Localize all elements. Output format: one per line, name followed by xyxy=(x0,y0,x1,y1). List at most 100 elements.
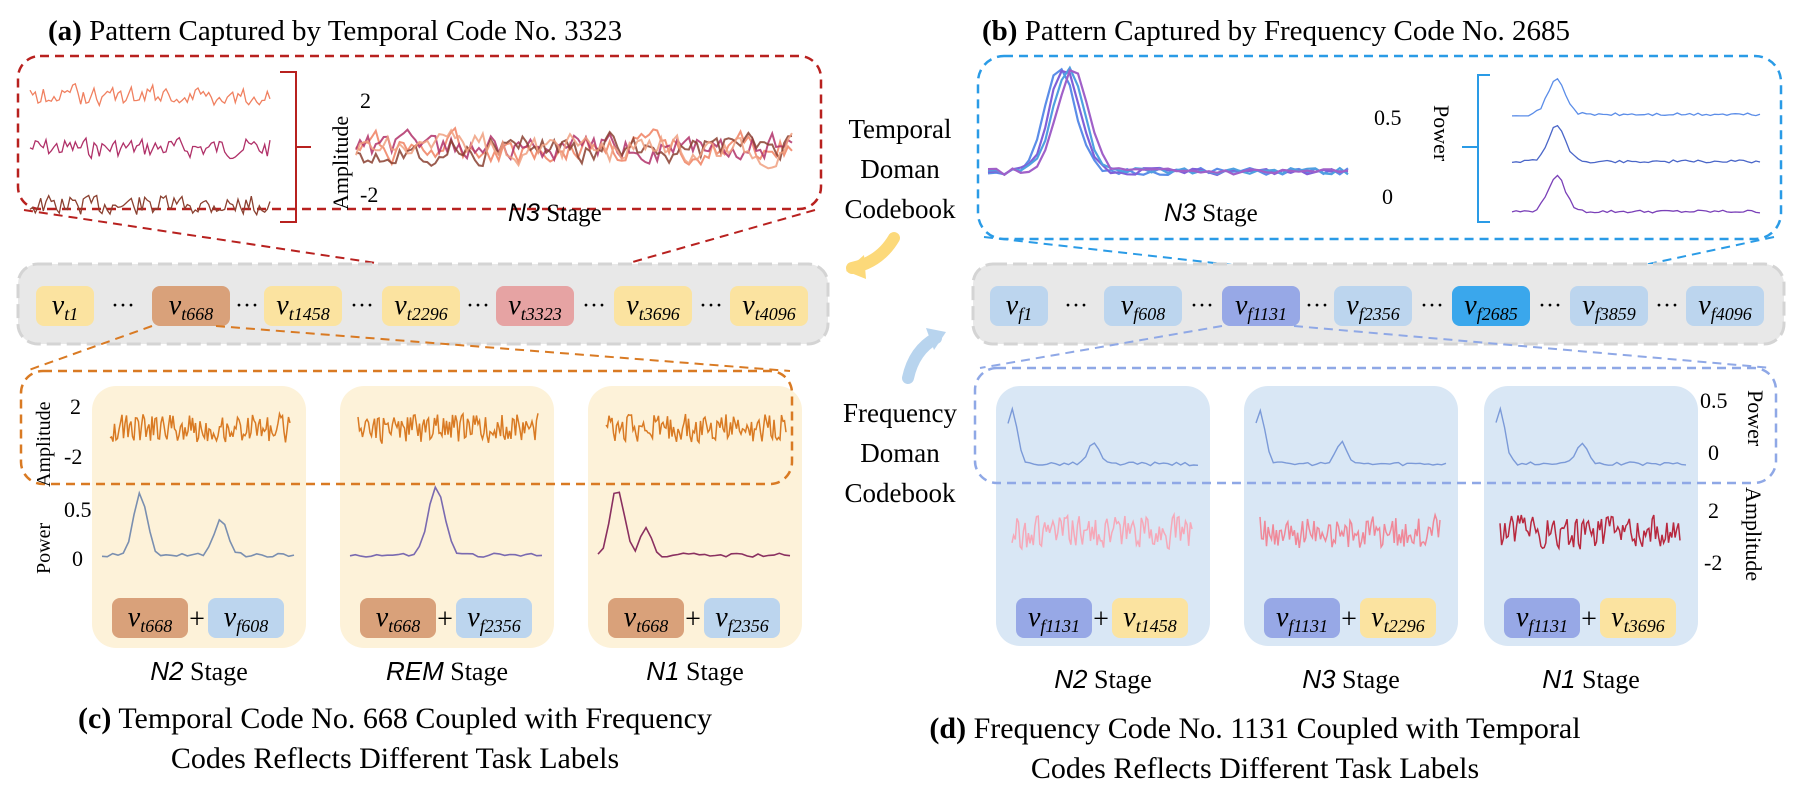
panel-d-power-1 xyxy=(1007,406,1199,467)
panel-c-projection-left xyxy=(25,325,153,372)
panel-a-individual-signals xyxy=(29,82,271,217)
svg-text:Temporal: Temporal xyxy=(848,114,951,144)
panel-d-amp-bottom: -2 xyxy=(1704,550,1722,575)
panel-a-signal-2 xyxy=(29,136,271,160)
frequency-code-ellipsis: ··· xyxy=(1420,293,1444,319)
frequency-arrow-head xyxy=(926,328,946,350)
panel-b-spectrum-1 xyxy=(1511,77,1761,117)
temporal-code-t1458-label: vt1458 xyxy=(276,290,329,324)
panel-c-chip-a-2-label: vt668 xyxy=(376,602,420,636)
panel-c-chip-b-2[interactable]: vf2356 xyxy=(456,598,532,638)
panel-d-stage-2: N3 Stage xyxy=(1302,664,1400,694)
panel-d-chip-b-2[interactable]: vt2296 xyxy=(1360,598,1436,638)
panel-c-amplitude-2 xyxy=(357,411,539,444)
panel-c-power-2 xyxy=(349,485,543,558)
frequency-code-f3859[interactable]: vf3859 xyxy=(1570,286,1648,326)
frequency-code-ellipsis: ··· xyxy=(1064,293,1088,319)
frequency-code-ellipsis: ··· xyxy=(1190,293,1214,319)
temporal-code-t1[interactable]: vt1 xyxy=(36,286,94,326)
panel-a-overlay-3 xyxy=(355,130,793,168)
panel-d-chip-a-2-label: vf1131 xyxy=(1276,602,1328,636)
panel-b-zoom-box xyxy=(976,54,1783,241)
frequency-code-f2685[interactable]: vf2685 xyxy=(1452,286,1530,326)
frequency-code-f1131[interactable]: vf1131 xyxy=(1222,286,1300,326)
panel-b-projection-right xyxy=(1527,236,1775,291)
panel-d-cards: vf1131 + vt1458 N2 Stage vf1131 + vt2296 N3 Sta… xyxy=(996,386,1698,694)
panel-b-title: (b) Pattern Captured by Frequency Code N… xyxy=(982,15,1570,47)
panel-a-overlay-2 xyxy=(355,128,793,165)
panel-c-stage-1: N2 Stage xyxy=(150,656,248,686)
panel-c-chip-a-1[interactable]: vt668 xyxy=(112,598,188,638)
panel-c-amplitude-1 xyxy=(109,410,291,443)
panel-c-power-1 xyxy=(101,490,295,558)
frequency-code-f608[interactable]: vf608 xyxy=(1104,286,1182,326)
panel-c-caption-line2: Codes Reflects Different Task Labels xyxy=(171,742,619,775)
temporal-code-t668-label: vt668 xyxy=(169,290,213,324)
temporal-code-ellipsis: ··· xyxy=(111,293,135,319)
panel-d-chip-a-3-label: vf1131 xyxy=(1516,602,1568,636)
panel-c-amplitude-3 xyxy=(605,413,787,445)
temporal-code-t4096-label: vt4096 xyxy=(742,290,795,324)
panel-d-amplitude-2 xyxy=(1259,512,1441,550)
panel-a-ytick-top: 2 xyxy=(360,88,371,113)
panel-d-card-3: vf1131 + vt3696 N1 Stage xyxy=(1484,386,1698,694)
frequency-code-f2356[interactable]: vf2356 xyxy=(1334,286,1412,326)
panel-d-chip-b-2-label: vt2296 xyxy=(1371,602,1424,636)
panel-d-chip-b-1[interactable]: vt1458 xyxy=(1112,598,1188,638)
panel-c-chip-b-3[interactable]: vf2356 xyxy=(704,598,780,638)
frequency-code-f4096[interactable]: vf4096 xyxy=(1686,286,1764,326)
temporal-code-t1-label: vt1 xyxy=(52,290,78,324)
temporal-code-ellipsis: ··· xyxy=(582,293,606,319)
panel-c-chip-a-3[interactable]: vt668 xyxy=(608,598,684,638)
panel-b-overlay-2 xyxy=(987,69,1349,177)
panel-b-spectrum-2 xyxy=(1511,124,1761,164)
panel-c-amp-top: 2 xyxy=(70,394,81,419)
frequency-codebook-label: Frequency Doman Codebook xyxy=(843,398,957,508)
panel-d-chip-a-3[interactable]: vf1131 xyxy=(1504,598,1580,638)
panel-b-spectrum-3 xyxy=(1511,174,1761,214)
panel-d-projection-right xyxy=(1293,325,1773,369)
panel-d-chip-b-3-label: vt3696 xyxy=(1611,602,1664,636)
panel-c-stage-3: N1 Stage xyxy=(646,656,744,686)
panel-a-overlay-4 xyxy=(355,128,793,170)
panel-d-card-1: vf1131 + vt1458 N2 Stage xyxy=(996,386,1210,694)
panel-c-chip-a-3-label: vt668 xyxy=(624,602,668,636)
panel-c-pow-bottom: 0 xyxy=(72,546,83,571)
panel-d-chip-a-2[interactable]: vf1131 xyxy=(1264,598,1340,638)
panel-c-chip-b-1[interactable]: vf608 xyxy=(208,598,284,638)
panel-b-bracket xyxy=(1462,74,1490,223)
panel-a-title: (a) Pattern Captured by Temporal Code No… xyxy=(48,15,622,47)
panel-d-stage-3: N1 Stage xyxy=(1542,664,1640,694)
temporal-code-ellipsis: ··· xyxy=(235,293,259,319)
panel-d-plus: + xyxy=(1093,604,1109,635)
frequency-code-f1[interactable]: vf1 xyxy=(990,286,1048,326)
frequency-code-f2685-label: vf2685 xyxy=(1464,290,1517,324)
temporal-code-ellipsis: ··· xyxy=(466,293,490,319)
panel-c-plus: + xyxy=(437,604,453,635)
temporal-code-t4096[interactable]: vt4096 xyxy=(730,286,808,326)
frequency-codebook-codes: vf1 ··· vf608 ··· vf1131 ··· vf2356 ··· vf2685 ··… xyxy=(990,286,1764,326)
temporal-code-t668[interactable]: vt668 xyxy=(152,286,230,326)
panel-d-pow-label: Power xyxy=(1743,390,1768,447)
panel-d-chip-b-1-label: vt1458 xyxy=(1123,602,1176,636)
frequency-code-ellipsis: ··· xyxy=(1538,293,1562,319)
temporal-code-t2296[interactable]: vt2296 xyxy=(382,286,460,326)
temporal-code-t3323-label: vt3323 xyxy=(508,290,561,324)
panel-c-chip-a-2[interactable]: vt668 xyxy=(360,598,436,638)
panel-c-chip-a-1-label: vt668 xyxy=(128,602,172,636)
panel-a-signal-3 xyxy=(29,194,271,217)
svg-text:Doman: Doman xyxy=(860,154,940,184)
frequency-code-f3859-label: vf3859 xyxy=(1582,290,1635,324)
panel-c-amplitude-box xyxy=(19,369,794,486)
svg-text:Frequency: Frequency xyxy=(843,398,957,428)
panel-d-caption-line1: (d) Frequency Code No. 1131 Coupled with… xyxy=(929,712,1580,745)
temporal-code-t3696[interactable]: vt3696 xyxy=(614,286,692,326)
panel-d-amplitude-1 xyxy=(1011,511,1193,551)
panel-c-card-2: vt668 + vf2356 REM Stage xyxy=(340,386,554,686)
panel-d-chip-a-1[interactable]: vf1131 xyxy=(1016,598,1092,638)
temporal-code-t1458[interactable]: vt1458 xyxy=(264,286,342,326)
temporal-code-t3323[interactable]: vt3323 xyxy=(496,286,574,326)
panel-d-chip-b-3[interactable]: vt3696 xyxy=(1600,598,1676,638)
panel-d-power-2 xyxy=(1255,407,1447,467)
svg-text:Doman: Doman xyxy=(860,438,940,468)
